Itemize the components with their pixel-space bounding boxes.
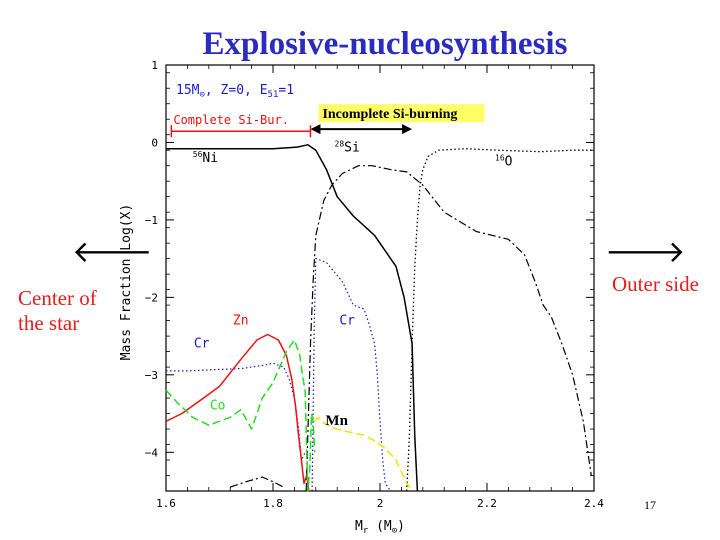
x-tick-label: 1.8 [263,497,283,510]
element-label-cr: Cr [194,337,210,352]
y-tick-label: −2 [145,291,158,304]
model-label-part: =1 [278,83,294,98]
isotope-mass-number: 16 [495,154,505,163]
y-tick-label: 0 [151,136,158,149]
x-axis-label-part: ) [397,519,405,534]
incomplete-si-highlight [318,104,485,123]
series-28si [305,165,592,492]
center-of-star-line1: Center of [18,286,97,310]
isotope-label-si: 28Si [335,140,360,156]
model-label-part: ⊙ [199,90,204,100]
model-parameters-label: 15M⊙, Z=0, E51=1 [176,83,294,100]
page-number: 17 [644,498,656,512]
model-label-part: 15M [176,83,200,98]
x-tick-label: 2.2 [477,497,497,510]
isotope-symbol: Si [344,141,360,156]
isotope-symbol: O [505,155,513,170]
outer-side-label: Outer side [612,272,699,296]
y-tick-label: −4 [145,446,159,459]
series-16o [406,148,594,492]
center-of-star-label: Center of the star [18,286,97,336]
x-axis-label-part: ⊙ [392,526,397,536]
left-arrow-icon: 🡐 [72,235,153,270]
incomplete-si-burning-label: Incomplete Si-burning [322,107,457,122]
complete-si-burning-label: Complete Si-Bur. [173,113,289,127]
isotope-symbol: Ni [202,151,218,166]
right-arrow-icon: 🡒 [605,235,686,270]
isotope-mass-number: 28 [335,140,345,149]
x-tick-label: 1.6 [156,497,176,510]
isotope-label-o: 16O [495,154,513,170]
x-axis-label-part: M [355,519,363,534]
slide-title: Explosive-nucleosynthesis [202,26,568,62]
incomplete-si-arrow-head-right [402,124,413,135]
element-label-zn: Zn [233,313,249,328]
y-tick-label: 1 [151,59,158,72]
isotope-label-ni: 56Ni [193,150,218,166]
x-axis-label-part: (M [368,519,392,534]
element-label-cr: Cr [339,313,355,328]
isotope-mass-number: 56 [193,150,203,159]
series-mn [313,416,413,492]
incomplete-si-arrow-head-left [310,124,321,135]
center-of-star-line2: the star [18,311,80,335]
x-axis-label-part: r [363,526,369,536]
series-cr-right- [311,258,392,492]
y-tick-label: −1 [145,214,158,227]
x-axis-label: Mr (M⊙) [355,519,405,536]
y-axis-label: Mass Fraction Log(X) [119,204,134,361]
series-bottom-fragment [230,476,284,488]
model-label-part: 51 [268,90,279,100]
series-co [165,339,316,492]
series-56ni [166,144,419,492]
model-label-part: , Z=0, E [205,83,268,98]
y-tick-label: −3 [145,369,158,382]
element-label-mn: Mn [325,413,348,429]
x-tick-label: 2.4 [584,497,604,510]
x-tick-label: 2 [377,497,384,510]
element-label-co: Co [210,399,226,414]
series-zn [165,333,310,492]
